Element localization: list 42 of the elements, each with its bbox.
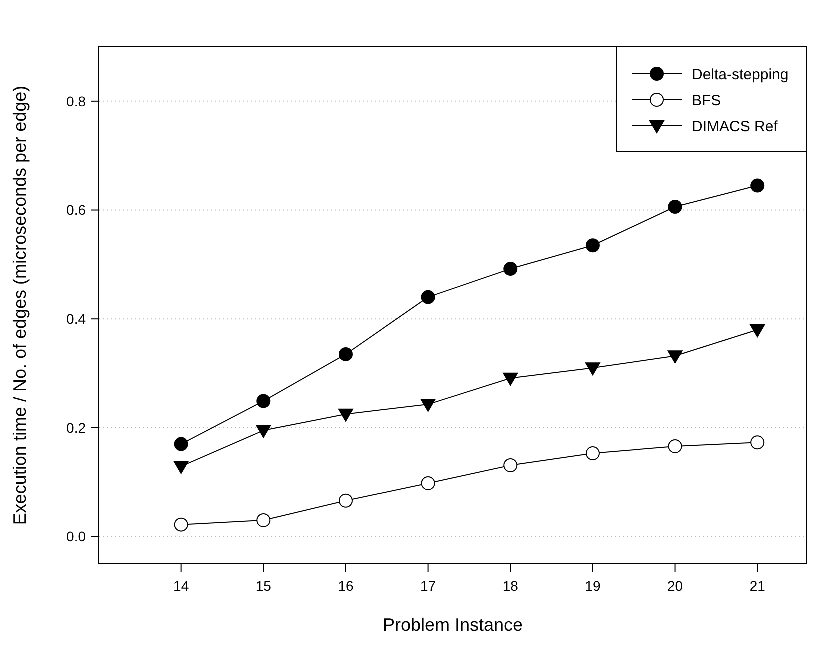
y-tick-label: 0.8 (66, 93, 86, 110)
x-tick-label: 14 (174, 578, 190, 594)
point (750, 178, 765, 193)
x-tick-label: 19 (585, 578, 601, 594)
x-axis-title: Problem Instance (382, 615, 524, 635)
y-tick-label: 0.2 (66, 420, 86, 436)
x-tick-label: 20 (667, 578, 684, 594)
point (338, 347, 353, 362)
point (504, 262, 518, 276)
y-tick-label: 0.0 (66, 528, 86, 545)
point (256, 394, 271, 408)
point (668, 200, 682, 214)
point (586, 238, 600, 253)
point (338, 494, 353, 508)
point (174, 518, 188, 532)
y-axis-title: Execution time / No. of edges (microseconds per edge) (10, 86, 30, 526)
point (174, 437, 188, 452)
point (256, 425, 272, 438)
point (421, 476, 436, 490)
legend-label: BFS (692, 92, 722, 110)
point (750, 436, 765, 450)
point (504, 458, 518, 472)
x-tick-label: 15 (256, 578, 272, 594)
x-tick-label: 21 (750, 578, 766, 594)
point (503, 372, 518, 386)
point (174, 461, 189, 474)
point (420, 399, 436, 412)
x-tick-label: 16 (338, 578, 354, 594)
point (256, 513, 271, 528)
point (668, 439, 682, 454)
x-tick-label: 17 (420, 578, 436, 594)
point (421, 290, 436, 304)
point (668, 350, 683, 364)
point (586, 446, 600, 461)
y-tick-label: 0.6 (66, 202, 86, 218)
legend-label: Delta-stepping (692, 66, 789, 84)
point (338, 408, 354, 422)
y-tick-label: 0.4 (66, 311, 86, 328)
legend-label: DIMACS Ref (692, 118, 779, 136)
x-tick-label: 18 (502, 578, 519, 594)
point (585, 362, 600, 376)
point (750, 324, 766, 338)
